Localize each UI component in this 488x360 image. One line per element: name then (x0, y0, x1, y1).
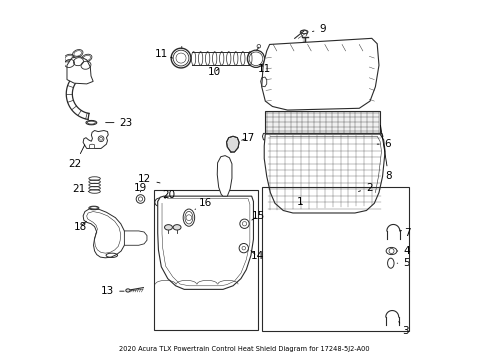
Bar (261, 187, 408, 330)
Text: 3: 3 (398, 321, 408, 336)
Text: 23: 23 (105, 118, 133, 128)
Polygon shape (158, 196, 253, 289)
Bar (154, 190, 258, 330)
Bar (265, 111, 379, 134)
Text: 11: 11 (257, 64, 270, 74)
Text: 16: 16 (195, 198, 211, 210)
Text: 2020 Acura TLX Powertrain Control Heat Shield Diagram for 17248-5J2-A00: 2020 Acura TLX Powertrain Control Heat S… (119, 346, 369, 352)
Polygon shape (83, 131, 108, 148)
Polygon shape (264, 134, 384, 213)
Polygon shape (124, 231, 147, 245)
Text: 2: 2 (358, 183, 372, 193)
Text: 22: 22 (68, 145, 84, 169)
Ellipse shape (173, 225, 181, 230)
Polygon shape (262, 134, 382, 140)
Text: 1: 1 (296, 197, 303, 207)
Text: 5: 5 (396, 258, 409, 268)
Ellipse shape (125, 289, 130, 292)
Text: 12: 12 (138, 174, 160, 184)
Text: 4: 4 (396, 246, 409, 256)
Text: 9: 9 (312, 24, 325, 34)
Text: 8: 8 (380, 125, 391, 181)
Polygon shape (83, 209, 125, 258)
Ellipse shape (164, 225, 172, 230)
Polygon shape (261, 39, 378, 110)
Text: 15: 15 (251, 211, 264, 221)
Text: 13: 13 (101, 286, 124, 296)
Text: 18: 18 (74, 221, 87, 231)
Text: 21: 21 (72, 184, 88, 194)
Ellipse shape (267, 138, 273, 141)
Polygon shape (217, 156, 231, 196)
Polygon shape (226, 136, 239, 152)
Text: 14: 14 (250, 251, 263, 261)
Text: 10: 10 (207, 67, 220, 77)
Text: 11: 11 (154, 49, 172, 59)
Polygon shape (67, 56, 93, 84)
Text: 20: 20 (163, 190, 175, 200)
Polygon shape (89, 144, 94, 148)
Text: 7: 7 (399, 228, 410, 238)
Text: 17: 17 (241, 133, 254, 143)
Circle shape (352, 196, 357, 201)
Polygon shape (226, 136, 239, 152)
Text: 6: 6 (376, 139, 390, 149)
Text: 19: 19 (134, 183, 147, 193)
Ellipse shape (371, 138, 377, 141)
